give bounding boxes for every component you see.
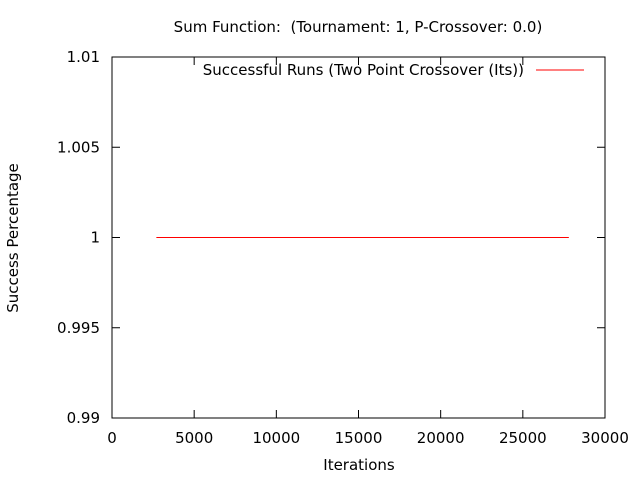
y-tick-label: 1.005 <box>57 138 100 156</box>
x-tick-label: 20000 <box>417 429 465 447</box>
legend-label: Successful Runs (Two Point Crossover (It… <box>202 61 524 79</box>
y-tick-label: 0.995 <box>57 319 100 337</box>
x-tick-label: 10000 <box>252 429 300 447</box>
x-tick-label: 0 <box>107 429 117 447</box>
x-tick-label: 25000 <box>499 429 547 447</box>
x-tick-label: 5000 <box>175 429 213 447</box>
x-tick-label: 15000 <box>335 429 383 447</box>
y-tick-label: 1.01 <box>67 48 100 66</box>
x-tick-label: 30000 <box>581 429 629 447</box>
chart-title: Sum Function: (Tournament: 1, P-Crossove… <box>173 18 543 36</box>
y-tick-label: 0.99 <box>67 409 100 427</box>
x-axis-label: Iterations <box>323 456 395 474</box>
y-tick-label: 1 <box>90 229 100 247</box>
